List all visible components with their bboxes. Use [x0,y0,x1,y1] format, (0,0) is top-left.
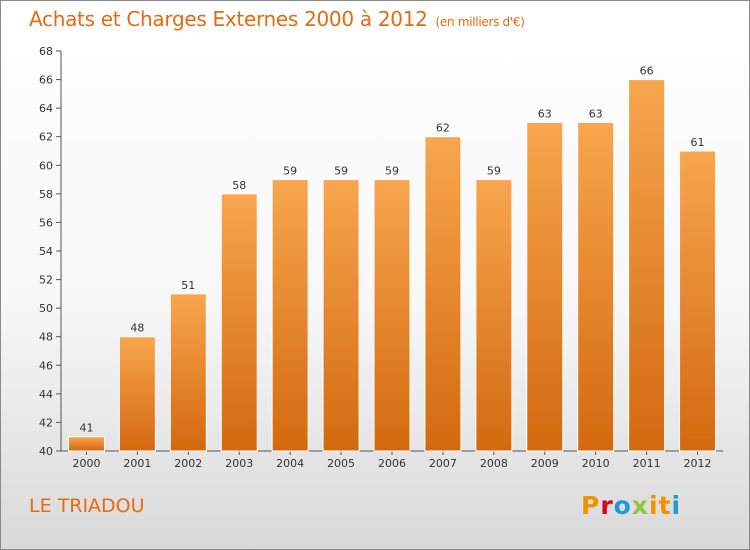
bar-2001 [118,336,156,452]
value-label-2000: 41 [79,422,93,435]
y-tick-label: 48 [39,331,53,344]
y-tick-label: 54 [39,245,53,258]
commune-name: LE TRIADOU [29,495,145,517]
chart-subtitle: (en milliers d'€) [435,15,525,29]
y-tick-label: 40 [39,445,53,458]
value-label-2007: 62 [436,122,450,135]
bar-2011 [628,79,666,452]
chart-title: Achats et Charges Externes 2000 à 2012 (e… [29,7,525,31]
y-tick-label: 56 [39,216,53,229]
y-tick-label: 42 [39,416,53,429]
bar-2005 [322,179,360,452]
bar-2000 [67,436,105,452]
logo-letter: t [658,491,672,520]
proxiti-logo: Proxiti [581,491,681,520]
x-tick-label-2004: 2004 [276,457,304,470]
x-tick-label-2005: 2005 [327,457,355,470]
bar-2002 [169,293,207,452]
y-tick-label: 62 [39,131,53,144]
value-label-2003: 58 [232,179,246,192]
y-tick-label: 60 [39,159,53,172]
value-label-2001: 48 [130,322,144,335]
logo-letter: P [581,491,601,520]
bar-2004 [271,179,309,452]
y-tick-label: 68 [39,45,53,58]
bar-2006 [373,179,411,452]
logo-letter: r [600,491,614,520]
logo-letter: x [631,491,649,520]
x-tick-label-2001: 2001 [123,457,151,470]
value-label-2002: 51 [181,279,195,292]
title-text: Achats et Charges Externes 2000 à 2012 [29,7,428,31]
bar-2007 [424,136,462,452]
x-tick-label-2011: 2011 [633,457,661,470]
value-label-2004: 59 [283,165,297,178]
bar-2003 [220,193,258,452]
x-tick-label-2000: 2000 [72,457,100,470]
value-label-2011: 66 [640,65,654,78]
x-tick-label-2007: 2007 [429,457,457,470]
x-tick-label-2010: 2010 [582,457,610,470]
x-tick-label-2006: 2006 [378,457,406,470]
logo-letter: i [671,491,682,520]
bar-2010 [577,121,615,452]
x-tick-label-2008: 2008 [480,457,508,470]
y-tick-label: 58 [39,188,53,201]
x-tick-label-2002: 2002 [174,457,202,470]
logo-letter: i [649,491,659,520]
y-tick-label: 44 [39,388,53,401]
x-tick-label-2003: 2003 [225,457,253,470]
value-label-2005: 59 [334,165,348,178]
y-tick-label: 64 [39,102,53,115]
value-label-2012: 61 [691,136,705,149]
value-label-2006: 59 [385,165,399,178]
value-label-2009: 63 [538,107,552,120]
value-label-2010: 63 [589,107,603,120]
x-tick-label-2012: 2012 [684,457,712,470]
y-tick-label: 46 [39,359,53,372]
logo-letter: o [613,491,632,520]
y-tick-label: 52 [39,274,53,287]
y-tick-label: 50 [39,302,53,315]
y-tick-label: 66 [39,74,53,87]
x-tick-label-2009: 2009 [531,457,559,470]
bar-2008 [475,179,513,452]
value-label-2008: 59 [487,165,501,178]
bar-2012 [679,150,717,452]
bar-2009 [526,121,564,452]
